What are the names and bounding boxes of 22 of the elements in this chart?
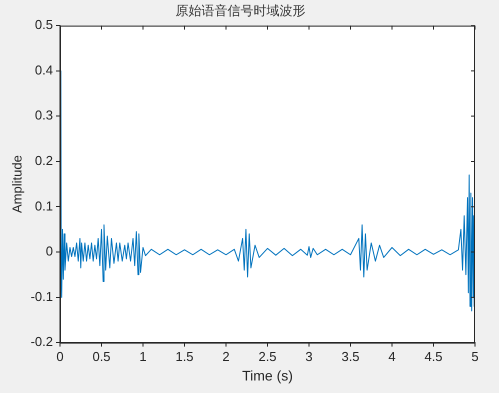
x-tick-label: 3 xyxy=(305,348,313,364)
y-tick-label: 0.5 xyxy=(34,17,53,32)
y-tick-label: 0.2 xyxy=(34,153,53,168)
x-tick-label: 2.5 xyxy=(258,348,277,364)
y-tick-label: 0 xyxy=(46,244,53,259)
chart-title: 原始语音信号时域波形 xyxy=(176,4,306,20)
y-axis-title: Amplitude xyxy=(9,155,24,214)
y-tick-label: -0.2 xyxy=(30,334,53,350)
x-tick-label: 4.5 xyxy=(424,348,443,364)
x-tick-label: 0 xyxy=(56,348,64,364)
x-tick-label: 5 xyxy=(471,348,479,364)
y-tick-label: 0.1 xyxy=(34,198,53,214)
x-tick-label: 1 xyxy=(139,348,147,364)
x-tick-label: 1.5 xyxy=(175,348,194,364)
x-axis-title: Time (s) xyxy=(242,367,293,384)
x-tick-label: 3.5 xyxy=(341,348,360,364)
x-tick-label: 4 xyxy=(388,348,396,364)
y-tick-label: 0.3 xyxy=(34,108,53,123)
y-tick-label: 0.4 xyxy=(34,62,53,78)
x-tick-label: 0.5 xyxy=(92,348,111,364)
x-tick-label: 2 xyxy=(222,348,230,364)
y-tick-label: -0.1 xyxy=(30,288,53,304)
